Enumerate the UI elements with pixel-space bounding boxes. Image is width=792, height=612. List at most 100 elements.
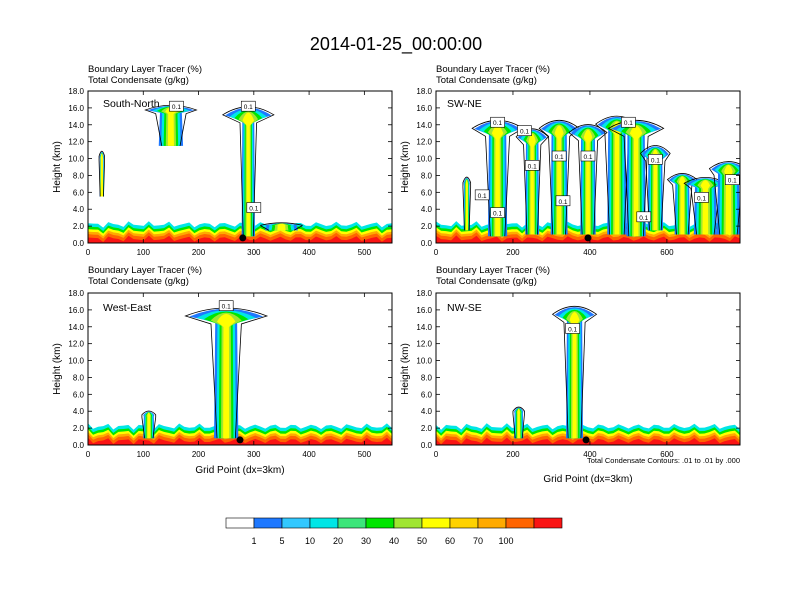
panel-subtitle-tracer: Boundary Layer Tracer (%) (88, 265, 202, 276)
y-tick-label: 0.0 (73, 441, 85, 450)
contour-label-text: 0.1 (244, 104, 253, 111)
colorbar-swatch (393, 517, 423, 529)
axis-ticks: 0.0 2.0 4.0 6.0 8.0 10.0 12.0 14.0 16.0 18.0 0 100 2… (68, 289, 392, 459)
contour-label-box (240, 100, 256, 112)
tracer-column (583, 129, 593, 235)
plot-area: 0.1 (436, 305, 740, 445)
y-tick-label: 10.0 (416, 357, 432, 366)
condensate-contour (640, 145, 671, 231)
panel-subtitle-condensate: Total Condensate (g/kg) (436, 276, 537, 287)
condensate-contour (512, 406, 525, 439)
tracer-column (216, 313, 236, 439)
panel-subtitle-condensate: Total Condensate (g/kg) (88, 276, 189, 287)
y-tick-label: 14.0 (416, 121, 432, 130)
colorbar-swatch (281, 517, 311, 529)
plot-frame (87, 90, 393, 244)
contour-label: 0.1 (490, 207, 505, 218)
x-tick-label: 0 (434, 248, 439, 257)
colorbar-swatch (421, 517, 451, 529)
x-tick-label: 200 (192, 450, 206, 459)
y-tick-label: 14.0 (416, 323, 432, 332)
x-tick-label: 600 (660, 248, 674, 257)
panel-subtitle-condensate: Total Condensate (g/kg) (436, 75, 537, 86)
y-tick-label: 8.0 (421, 171, 433, 180)
y-tick-label: 2.0 (73, 424, 85, 433)
panel-name-label: South-North (103, 98, 160, 110)
tracer-column (554, 125, 564, 235)
contour-label-box (580, 150, 596, 162)
contour-label-text: 0.1 (583, 154, 592, 161)
x-tick-label: 600 (660, 450, 674, 459)
y-tick-label: 16.0 (68, 306, 84, 315)
y-tick-label: 4.0 (73, 407, 85, 416)
contour-label-text: 0.1 (697, 195, 706, 202)
y-tick-label: 6.0 (421, 390, 433, 399)
contour-label: 0.1 (240, 100, 256, 112)
contour-label-box (517, 125, 532, 136)
contour-label-box (218, 300, 234, 311)
contour-footnote: Total Condensate Contours: .01 to .01 by… (587, 456, 740, 465)
contour-label-box (636, 211, 652, 223)
y-tick-label: 10.0 (416, 155, 432, 164)
y-tick-label: 14.0 (68, 323, 84, 332)
contour-label-box (474, 189, 490, 201)
condensate-contour (260, 222, 303, 231)
y-tick-label: 18.0 (416, 87, 432, 96)
y-tick-label: 12.0 (416, 138, 432, 147)
contour-label-text: 0.1 (520, 129, 529, 136)
tracer-column (651, 149, 659, 231)
colorbar-swatch (365, 517, 395, 529)
contour-label-box (490, 207, 505, 218)
x-axis-label: Grid Point (dx=3km) (543, 474, 632, 485)
contour-label-box (524, 160, 540, 171)
contour-label-box (565, 323, 580, 334)
panel-name-label: SW-NE (447, 98, 482, 110)
contour-label-text: 0.1 (558, 199, 567, 206)
tracer-column (242, 112, 255, 237)
contour-label: 0.1 (621, 116, 636, 128)
plot-frame (87, 292, 393, 446)
contour-label-text: 0.1 (728, 178, 737, 185)
y-tick-label: 0.0 (421, 441, 433, 450)
contour-label-box (621, 116, 636, 128)
condensate-contour (462, 176, 472, 231)
y-axis-label: Height (km) (400, 141, 411, 193)
axis-ticks: 0.0 2.0 4.0 6.0 8.0 10.0 12.0 14.0 16.0 18.0 0 200 4… (416, 87, 740, 257)
location-marker (582, 436, 590, 444)
colorbar-label: 5 (279, 536, 284, 546)
contour-label: 0.1 (580, 150, 596, 162)
colorbar-swatch (449, 517, 479, 529)
tracer-column (147, 412, 151, 439)
plot-area: 0.1 (88, 300, 392, 445)
y-tick-label: 2.0 (421, 424, 433, 433)
x-tick-label: 300 (247, 450, 261, 459)
condensate-contour (98, 150, 105, 197)
y-tick-label: 0.0 (421, 239, 433, 248)
x-tick-label: 400 (583, 450, 597, 459)
colorbar: 1 5 10 20 30 40 50 60 70 100 (225, 517, 563, 546)
colorbar-label: 30 (361, 536, 371, 546)
contour-label: 0.1 (474, 189, 490, 201)
y-tick-label: 4.0 (73, 205, 85, 214)
contour-label-box (551, 150, 567, 162)
contour-label: 0.1 (490, 116, 505, 128)
contour-label-text: 0.1 (222, 304, 231, 311)
colorbar-swatch (253, 517, 283, 529)
location-marker (584, 234, 592, 242)
y-tick-label: 12.0 (68, 340, 84, 349)
y-tick-label: 2.0 (421, 222, 433, 231)
colorbar-label: 70 (473, 536, 483, 546)
contour-label: 0.1 (648, 154, 663, 165)
tracer-column (165, 107, 177, 146)
tracer-column (277, 223, 286, 231)
panel-nw-se: Boundary Layer Tracer (%) Total Condensa… (400, 265, 741, 485)
y-tick-label: 12.0 (68, 138, 84, 147)
plot-frame (435, 90, 741, 244)
y-tick-label: 16.0 (68, 104, 84, 113)
condensate-contour (568, 124, 608, 235)
condensate-contour (607, 119, 665, 237)
contour-label-box (725, 174, 740, 185)
contour-label: 0.1 (725, 174, 740, 185)
contour-label: 0.1 (551, 150, 567, 162)
